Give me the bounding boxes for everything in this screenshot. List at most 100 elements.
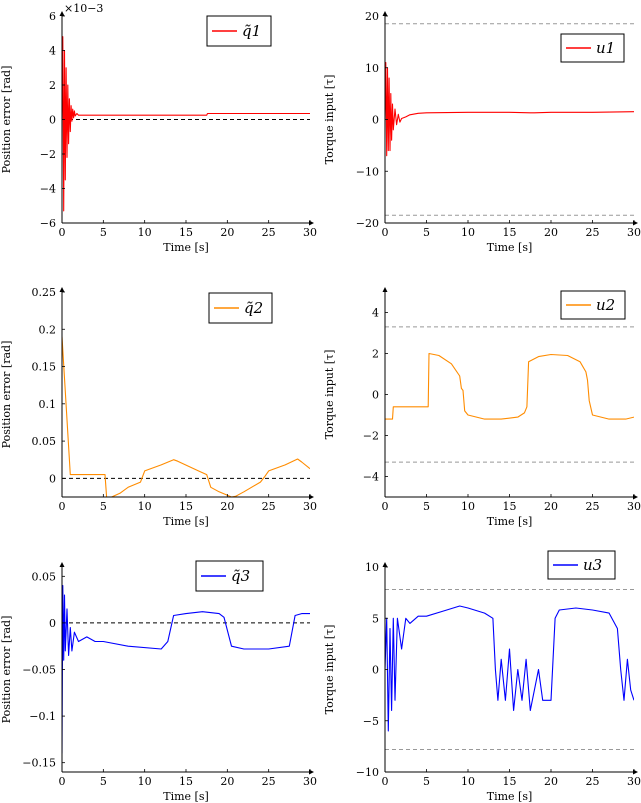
y-tick-label: 0.25	[32, 286, 57, 299]
y-tick-label: 5	[372, 612, 379, 625]
y-tick-label: 4	[372, 307, 379, 320]
y-tick-label: −6	[40, 217, 56, 230]
y-axis-label: Torque input [τ]	[323, 75, 336, 165]
x-tick-label: 20	[220, 226, 234, 239]
y-tick-label: −0.05	[22, 664, 56, 677]
y-tick-label: −2	[40, 148, 56, 161]
y-axis-label: Torque input [τ]	[323, 350, 336, 440]
x-tick-label: 10	[138, 226, 152, 239]
x-tick-label: 0	[382, 775, 389, 788]
x-tick-label: 10	[138, 500, 152, 513]
x-axis-label: Time [s]	[487, 515, 533, 528]
chart-panel-u3: 0 5 10 15 20 25 30 −10 −5 0 5 10 Time [s] Torque inpu…	[323, 550, 641, 803]
x-tick-label: 5	[423, 775, 430, 788]
y-axis-label: Position error [rad]	[0, 616, 13, 724]
y-tick-label: 10	[365, 62, 379, 75]
x-tick-label: 30	[303, 226, 317, 239]
x-tick-label: 5	[423, 500, 430, 513]
x-tick-label: 15	[503, 226, 517, 239]
x-axis-label: Time [s]	[487, 241, 533, 254]
y-tick-label: −10	[356, 165, 379, 178]
x-tick-label: 5	[100, 226, 107, 239]
y-tick-label: 0	[372, 664, 379, 677]
y-axis-label: Position error [rad]	[0, 341, 13, 449]
x-tick-label: 20	[220, 775, 234, 788]
x-tick-label: 15	[179, 226, 193, 239]
series-line	[385, 62, 634, 157]
y-tick-label: 0.2	[39, 323, 57, 336]
x-tick-label: 20	[544, 226, 558, 239]
x-tick-label: 25	[262, 775, 276, 788]
x-tick-label: 5	[423, 226, 430, 239]
y-tick-label: −10	[356, 766, 379, 779]
x-tick-label: 0	[382, 500, 389, 513]
y-axis-arrow	[382, 287, 388, 292]
x-axis-label: Time [s]	[163, 790, 209, 803]
y-tick-label: −2	[363, 430, 379, 443]
series-line	[385, 605, 634, 732]
y-tick-label: −4	[363, 471, 379, 484]
x-tick-label: 25	[586, 226, 600, 239]
y-axis-arrow	[382, 562, 388, 567]
chart-panel-q2: 0 5 10 15 20 25 30 0 0.05 0.1 0.15 0.2 0.25 Time [s] P…	[0, 286, 317, 528]
y-tick-label: 6	[49, 10, 56, 23]
y-tick-label: 2	[372, 348, 379, 361]
y-tick-label: 0	[372, 114, 379, 127]
chart-panel-q3: 0 5 10 15 20 25 30 −0.15 −0.1 −0.05 0 0.05 Time [s] P…	[0, 560, 317, 803]
x-tick-label: 30	[627, 775, 641, 788]
y-tick-label: −4	[40, 183, 56, 196]
x-tick-label: 5	[100, 500, 107, 513]
y-tick-label: 0.05	[32, 570, 57, 583]
y-tick-label: 0.05	[32, 435, 57, 448]
y-tick-label: 10	[365, 561, 379, 574]
chart-panel-u1: 0 5 10 15 20 25 30 −20 −10 0 10 20 Time [s] Torque in…	[323, 10, 641, 254]
x-tick-label: 20	[544, 775, 558, 788]
y-tick-label: 0	[49, 617, 56, 630]
x-tick-label: 0	[59, 500, 66, 513]
y-tick-label: 0	[49, 472, 56, 485]
chart-panel-u2: 0 5 10 15 20 25 30 −4 −2 0 2 4 Time [s] Torque input …	[323, 287, 641, 528]
x-tick-label: 30	[303, 500, 317, 513]
y-scale-multiplier: ×10−3	[64, 2, 103, 15]
y-tick-label: 4	[49, 45, 56, 58]
x-tick-label: 25	[262, 500, 276, 513]
x-axis-label: Time [s]	[163, 515, 209, 528]
x-tick-label: 15	[179, 775, 193, 788]
x-tick-label: 25	[586, 775, 600, 788]
legend-label: u3	[583, 556, 602, 574]
y-tick-label: 0	[372, 389, 379, 402]
legend-box	[195, 560, 264, 592]
x-tick-label: 0	[59, 226, 66, 239]
x-tick-label: 30	[627, 500, 641, 513]
y-tick-label: −0.15	[22, 757, 56, 770]
x-axis-label: Time [s]	[163, 241, 209, 254]
y-tick-label: −5	[363, 715, 379, 728]
y-axis-label: Position error [rad]	[0, 66, 13, 174]
y-tick-label: −0.1	[29, 710, 56, 723]
x-tick-label: 20	[220, 500, 234, 513]
x-tick-label: 10	[461, 500, 475, 513]
y-tick-label: −20	[356, 217, 379, 230]
x-tick-label: 10	[461, 775, 475, 788]
x-tick-label: 30	[627, 226, 641, 239]
x-tick-label: 25	[586, 500, 600, 513]
x-tick-label: 0	[59, 775, 66, 788]
chart-panel-q1: 0 5 10 15 20 25 30 −6 −4 −2 0 2 4 6 Time [s] Position e…	[0, 2, 317, 254]
legend-label: q̃3	[231, 567, 250, 585]
x-tick-label: 10	[461, 226, 475, 239]
y-axis-label: Torque input [τ]	[323, 625, 336, 715]
x-tick-label: 0	[382, 226, 389, 239]
y-axis-arrow	[59, 11, 65, 16]
y-tick-label: 0	[49, 114, 56, 127]
y-axis-arrow	[59, 287, 65, 292]
y-tick-label: 0.15	[32, 361, 57, 374]
x-tick-label: 10	[138, 775, 152, 788]
y-tick-label: 20	[365, 10, 379, 23]
legend-label: q̃1	[242, 22, 261, 40]
y-axis-arrow	[382, 11, 388, 16]
x-tick-label: 30	[303, 775, 317, 788]
y-axis-arrow	[59, 562, 65, 567]
x-tick-label: 15	[179, 500, 193, 513]
legend-label: u2	[596, 296, 615, 314]
